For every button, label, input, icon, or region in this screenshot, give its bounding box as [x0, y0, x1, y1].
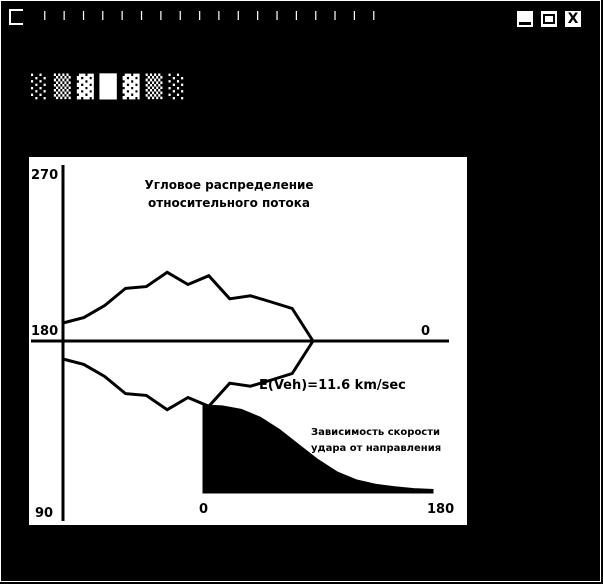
- chart-panel: 270 180 0 90 Угловое распределение относ…: [29, 157, 467, 525]
- axis-label-left: 180: [31, 324, 58, 339]
- inset-title-line1: Зависимость скорости: [311, 427, 440, 438]
- chart-title-line1: Угловое распределение: [144, 178, 313, 192]
- chart-title-line2: относительного потока: [148, 196, 310, 210]
- inset-x-min: 0: [199, 502, 208, 517]
- inset-area-fill: [202, 404, 434, 494]
- menu-label[interactable]: ░▒▓█▓▒░: [31, 75, 192, 100]
- velocity-annotation: E(Veh)=11.6 km/sec: [259, 378, 406, 393]
- titlebar[interactable]: I I I I I I I I I I I I I I I I I I X: [3, 3, 600, 33]
- minimize-button[interactable]: [517, 11, 533, 27]
- close-button[interactable]: X: [565, 11, 581, 27]
- inset-title-line2: удара от направления: [311, 443, 441, 454]
- axis-label-right: 0: [421, 324, 430, 339]
- polar-flux-lower: [62, 340, 315, 412]
- maximize-button[interactable]: [541, 11, 557, 27]
- polar-flux-upper: [62, 270, 315, 342]
- chart-canvas: 270 180 0 90 Угловое распределение относ…: [31, 165, 454, 521]
- app-icon[interactable]: [9, 9, 23, 25]
- window-title: I I I I I I I I I I I I I I I I I I: [43, 9, 382, 23]
- menu-bar[interactable]: ░▒▓█▓▒░: [31, 71, 291, 111]
- axis-label-top: 270: [31, 168, 58, 183]
- inset-x-max: 180: [427, 502, 454, 517]
- axis-label-bottom: 90: [35, 506, 53, 521]
